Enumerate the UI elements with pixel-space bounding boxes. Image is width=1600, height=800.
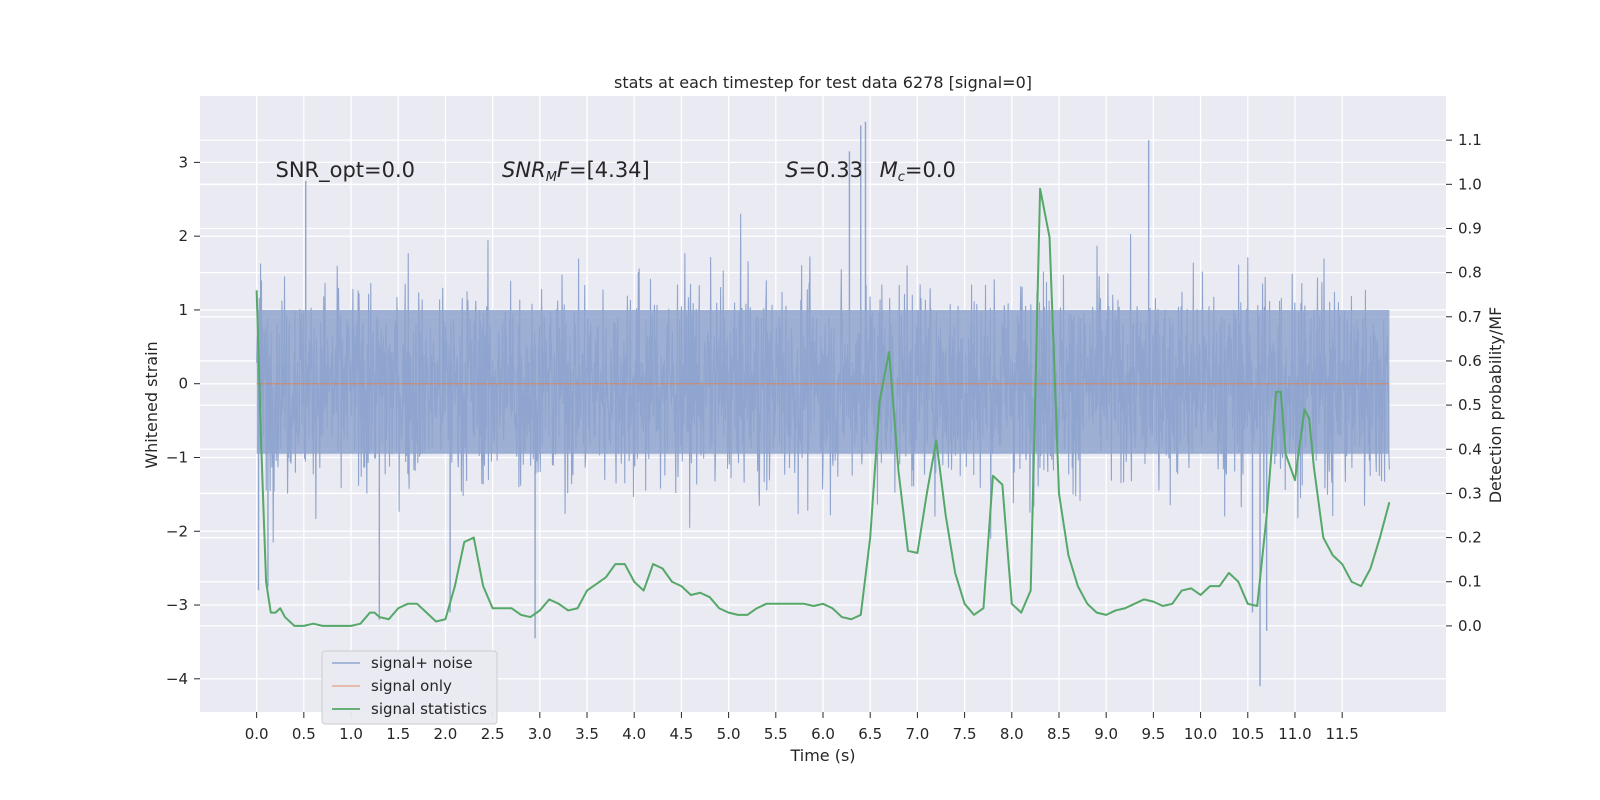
signal-statistics-series <box>255 187 1391 627</box>
y-tick-label: −4 <box>166 670 188 688</box>
x-axis: 0.0 0.5 1.0 1.5 2.0 2.5 3.0 3.5 4.0 4.5 5.0 5.5 6.0 6… <box>245 712 1359 743</box>
signal-noise-series <box>256 121 1390 687</box>
annotation-snr-mf: SNRMF=[4.34] <box>502 158 650 185</box>
x-tick-label: 5.5 <box>764 725 788 743</box>
x-tick-label: 11.5 <box>1325 725 1358 743</box>
y-right-tick-label: 0.1 <box>1458 573 1482 591</box>
x-tick-label: 8.5 <box>1047 725 1071 743</box>
x-tick-label: 3.0 <box>528 725 552 743</box>
y-axis-right-label: Detection probability/MF <box>1486 307 1505 504</box>
x-tick-label: 1.5 <box>386 725 410 743</box>
x-tick-label: 5.0 <box>717 725 741 743</box>
x-tick-label: 8.0 <box>1000 725 1024 743</box>
annotations: SNR_opt=0.0 SNRMF=[4.34] S=0.33 Mc=0.0 <box>276 158 956 185</box>
y-axis-label: Whitened strain <box>142 341 161 468</box>
x-tick-label: 1.0 <box>339 725 363 743</box>
legend-label-signal-noise: signal+ noise <box>371 654 473 672</box>
y-tick-label: 0 <box>178 375 188 393</box>
y-right-tick-label: 0.6 <box>1458 352 1482 370</box>
signal-noise-band <box>256 309 1390 454</box>
y-right-tick-label: 1.0 <box>1458 175 1482 193</box>
x-tick-label: 0.0 <box>245 725 269 743</box>
annotation-s-value: S=0.33 <box>785 158 863 182</box>
x-tick-label: 6.5 <box>858 725 882 743</box>
y-tick-label: 2 <box>178 227 188 245</box>
y-right-tick-label: 0.0 <box>1458 617 1482 635</box>
x-tick-label: 7.0 <box>905 725 929 743</box>
y-right-tick-label: 0.8 <box>1458 264 1482 282</box>
y-tick-label: −2 <box>166 522 188 540</box>
y-axis-left: −4 −3 −2 −1 0 1 2 3 <box>166 153 200 688</box>
annotation-mc-value: Mc=0.0 <box>880 158 956 185</box>
annotation-snr-opt: SNR_opt=0.0 <box>276 158 416 183</box>
y-tick-label: 1 <box>178 301 188 319</box>
x-tick-label: 2.0 <box>433 725 457 743</box>
legend-label-signal-statistics: signal statistics <box>371 700 487 718</box>
y-right-tick-label: 0.5 <box>1458 396 1482 414</box>
y-tick-label: 3 <box>178 153 188 171</box>
x-tick-label: 9.0 <box>1094 725 1118 743</box>
legend-box <box>321 650 498 725</box>
legend-label-signal-only: signal only <box>371 677 452 695</box>
x-tick-label: 4.5 <box>669 725 693 743</box>
x-tick-label: 9.5 <box>1141 725 1165 743</box>
x-tick-label: 4.0 <box>622 725 646 743</box>
y-right-tick-label: 1.1 <box>1458 131 1482 149</box>
y-axis-right: 0.0 0.1 0.2 0.3 0.4 0.5 0.6 0.7 0.8 0.9 1.0 1.1 <box>1446 131 1482 635</box>
x-axis-label: Time (s) <box>789 746 855 765</box>
x-tick-label: 10.5 <box>1231 725 1264 743</box>
y-right-tick-label: 0.7 <box>1458 308 1482 326</box>
x-tick-label: 11.0 <box>1278 725 1311 743</box>
x-tick-label: 7.5 <box>953 725 977 743</box>
chart-title: stats at each timestep for test data 627… <box>614 73 1032 92</box>
x-tick-label: 2.5 <box>481 725 505 743</box>
x-tick-label: 0.5 <box>292 725 316 743</box>
y-right-tick-label: 0.3 <box>1458 484 1482 502</box>
signal-statistics-line <box>255 187 1391 627</box>
y-tick-label: −1 <box>166 448 188 466</box>
legend: signal+ noise signal only signal statist… <box>321 650 498 725</box>
y-right-tick-label: 0.9 <box>1458 219 1482 237</box>
y-tick-label: −3 <box>166 596 188 614</box>
x-tick-label: 3.5 <box>575 725 599 743</box>
y-right-tick-label: 0.2 <box>1458 529 1482 547</box>
x-tick-label: 10.0 <box>1184 725 1217 743</box>
y-right-tick-label: 0.4 <box>1458 440 1482 458</box>
x-tick-label: 6.0 <box>811 725 835 743</box>
